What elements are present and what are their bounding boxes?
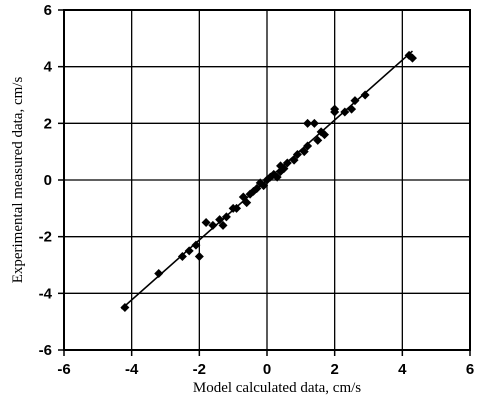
y-tick-labels: -6 -4 -2 0 2 4 6 <box>39 2 53 359</box>
data-point <box>303 141 313 151</box>
data-point <box>218 220 228 230</box>
data-point <box>340 107 350 117</box>
axis-ticks <box>58 9 471 356</box>
x-tick-labels: -6 -4 -2 0 2 4 6 <box>57 361 474 378</box>
data-point <box>184 246 194 256</box>
data-point <box>303 118 313 128</box>
y-tick-label: 0 <box>44 172 52 189</box>
data-point <box>208 220 218 230</box>
data-point <box>191 240 201 250</box>
data-point <box>221 212 231 222</box>
data-point <box>120 303 130 312</box>
data-point <box>292 150 302 159</box>
data-point <box>177 252 187 261</box>
data-point <box>201 218 211 227</box>
y-tick-label: 4 <box>44 59 53 76</box>
data-point <box>347 104 357 114</box>
x-tick-label: 2 <box>330 361 338 378</box>
data-point <box>252 184 262 193</box>
data-point <box>154 269 164 278</box>
y-tick-label: -4 <box>39 285 53 302</box>
data-point <box>242 198 252 208</box>
data-point <box>320 130 330 140</box>
x-tick-label: -4 <box>125 361 139 378</box>
data-point <box>259 181 269 191</box>
data-point <box>279 164 289 174</box>
x-tick-label: 0 <box>263 361 271 378</box>
x-tick-label: 4 <box>398 361 407 378</box>
data-point <box>309 118 319 128</box>
data-point <box>289 155 299 165</box>
x-tick-label: -2 <box>193 361 206 378</box>
x-tick-label: -6 <box>57 361 70 378</box>
data-point <box>272 172 282 182</box>
data-point <box>313 135 323 145</box>
data-point <box>350 96 360 106</box>
data-point <box>215 215 225 225</box>
data-point <box>232 203 242 213</box>
data-point <box>248 186 258 196</box>
x-axis-label: Model calculated data, cm/s <box>193 380 361 396</box>
x-tick-label: 6 <box>466 361 474 378</box>
data-point <box>299 147 309 157</box>
y-axis-label: Experimental measured data, cm/s <box>10 77 26 284</box>
data-point <box>194 252 204 261</box>
y-tick-label: 2 <box>44 115 52 132</box>
data-point <box>360 90 370 100</box>
data-point <box>330 107 340 117</box>
data-point <box>282 158 292 168</box>
y-tick-label: 6 <box>44 2 52 19</box>
data-points <box>120 50 417 312</box>
y-tick-label: -2 <box>39 229 52 246</box>
y-tick-label: -6 <box>39 342 52 359</box>
data-point <box>238 192 248 202</box>
data-point <box>407 53 417 63</box>
